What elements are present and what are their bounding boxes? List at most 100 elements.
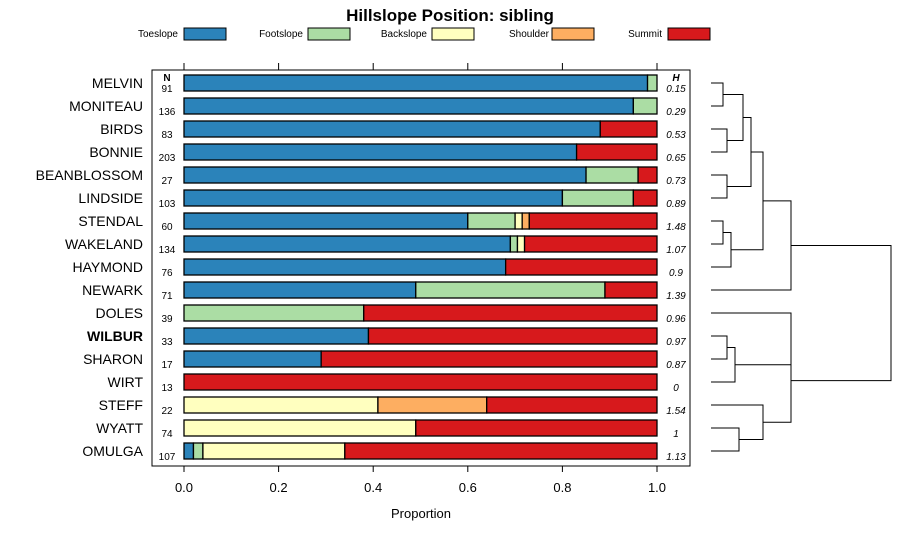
soil-label: DOLES (96, 305, 143, 321)
dendrogram-branch (711, 200, 792, 291)
bar-segment-summit (604, 281, 658, 299)
x-tick-label: 0.8 (553, 480, 571, 495)
soil-label: SHARON (83, 351, 143, 367)
soil-label: BIRDS (100, 121, 143, 137)
soil-label: MONITEAU (69, 98, 143, 114)
legend-swatch-backslope (431, 27, 475, 41)
bar-segment-summit (320, 350, 658, 368)
row-birds: BIRDS 83 0.53 (100, 120, 686, 141)
row-sharon: SHARON 17 0.87 (83, 350, 686, 371)
bar-segment-toeslope (183, 189, 564, 207)
n-value: 71 (161, 291, 173, 302)
n-value: 76 (161, 268, 173, 279)
row-wakeland: WAKELAND 134 1.07 (65, 235, 686, 256)
h-value: 0.9 (669, 268, 683, 279)
row-newark: NEWARK 71 1.39 (82, 281, 686, 302)
h-value: 1 (673, 429, 679, 440)
legend-swatch-toeslope (183, 27, 227, 41)
soil-label: HAYMOND (72, 259, 143, 275)
legend-label-footslope: Footslope (259, 29, 303, 40)
legend-label-summit: Summit (628, 29, 662, 40)
bar-segment-summit (486, 396, 658, 414)
n-value: 13 (161, 383, 173, 394)
n-value: 203 (159, 153, 176, 164)
bar-segment-toeslope (183, 281, 417, 299)
dendrogram-branch (711, 347, 736, 383)
x-tick-label: 0.2 (270, 480, 288, 495)
row-doles: DOLES 39 0.96 (96, 304, 686, 325)
h-column-header: H (672, 73, 680, 84)
bar-segment-summit (183, 373, 658, 391)
soil-label: WYATT (96, 420, 143, 436)
x-axis-title: Proportion (391, 506, 451, 521)
row-omulga: OMULGA 107 1.13 (82, 442, 686, 463)
h-value: 1.13 (666, 452, 686, 463)
dendrogram-branch (763, 338, 792, 423)
bar-segment-footslope (632, 97, 658, 115)
row-beanblossom: BEANBLOSSOM 27 0.73 (36, 166, 686, 187)
bar-segment-toeslope (183, 350, 322, 368)
legend-swatch-footslope (307, 27, 351, 41)
soil-label: STEFF (99, 397, 143, 413)
bar-segment-summit (528, 212, 658, 230)
soil-label: OMULGA (82, 443, 143, 459)
bar-segment-toeslope (183, 235, 512, 253)
bar-segment-shoulder (521, 212, 530, 230)
bar-segment-footslope (646, 74, 658, 92)
h-value: 0.87 (666, 360, 686, 371)
bar-segment-shoulder (377, 396, 488, 414)
n-value: 17 (161, 360, 173, 371)
h-value: 1.39 (666, 291, 686, 302)
dendrogram-branch (711, 232, 732, 268)
h-value: 0 (673, 383, 679, 394)
bar-segment-backslope (202, 442, 346, 460)
h-value: 0.73 (666, 176, 686, 187)
dendrogram-branch (711, 220, 724, 245)
row-haymond: HAYMOND 76 0.9 (72, 258, 683, 279)
plot-frame (151, 69, 691, 467)
h-value: 1.07 (666, 245, 686, 256)
n-value: 22 (161, 406, 173, 417)
n-value: 107 (159, 452, 176, 463)
soil-label: BONNIE (89, 144, 143, 160)
bar-segment-footslope (183, 304, 365, 322)
bar-segment-footslope (561, 189, 635, 207)
bar-segment-toeslope (183, 120, 601, 138)
soil-label: NEWARK (82, 282, 144, 298)
row-wilbur: WILBUR 33 0.97 (87, 327, 686, 348)
bar-segment-backslope (183, 419, 417, 437)
dendrogram-branch (711, 174, 728, 199)
n-value: 27 (161, 176, 173, 187)
bar-segment-footslope (467, 212, 516, 230)
bar-segment-summit (415, 419, 658, 437)
row-lindside: LINDSIDE 103 0.89 (78, 189, 686, 210)
legend-label-toeslope: Toeslope (138, 29, 178, 40)
legend-label-backslope: Backslope (381, 29, 428, 40)
n-value: 83 (161, 130, 173, 141)
dendrogram (711, 82, 892, 452)
dendrogram-branch (711, 312, 792, 366)
soil-label: WIRT (107, 374, 143, 390)
dendrogram-branch (723, 94, 744, 141)
soil-label: WILBUR (87, 328, 143, 344)
h-value: 0.97 (666, 337, 686, 348)
row-bonnie: BONNIE 203 0.65 (89, 143, 686, 164)
bar-segment-toeslope (183, 212, 469, 230)
bar-segment-toeslope (183, 143, 578, 161)
h-value: 0.15 (666, 84, 686, 95)
h-value: 0.96 (666, 314, 686, 325)
row-moniteau: MONITEAU 136 0.29 (69, 97, 686, 118)
n-value: 74 (161, 429, 173, 440)
bar-segment-toeslope (183, 166, 587, 184)
dendrogram-branch (711, 128, 728, 153)
x-axis: 0.0 0.2 0.4 0.6 0.8 1.0 (175, 466, 666, 495)
bar-segment-footslope (585, 166, 639, 184)
dendrogram-branch (791, 244, 892, 382)
bar-segment-summit (504, 258, 658, 276)
n-value: 39 (161, 314, 173, 325)
legend: Toeslope Footslope Backslope Shoulder Summit (138, 27, 711, 41)
dendrogram-branch (727, 117, 752, 187)
n-value: 136 (159, 107, 176, 118)
legend-swatch-summit (667, 27, 711, 41)
row-steff: STEFF 22 1.54 (99, 396, 686, 417)
